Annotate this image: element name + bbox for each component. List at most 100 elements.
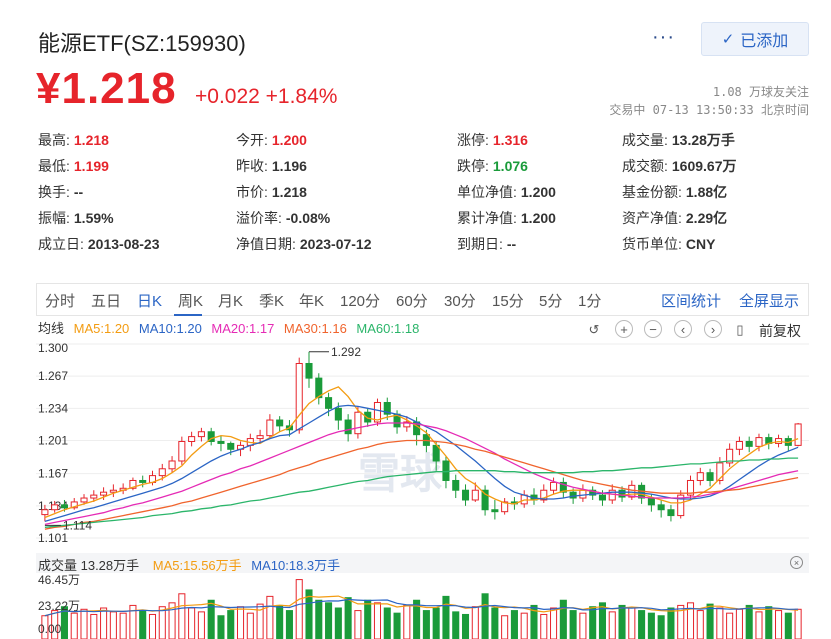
more-options-button[interactable]: ··· (652, 26, 675, 48)
volume-ma-line (44, 598, 799, 617)
stat-value: 2.29亿 (685, 210, 728, 226)
stat-item: 成交额: 1609.67万 (622, 156, 737, 176)
volume-bar (364, 599, 372, 639)
stat-item: 最高: 1.218 (38, 130, 109, 150)
candle-body (481, 489, 489, 511)
volume-bar (686, 602, 695, 639)
volume-y-label: 46.45万 (38, 573, 80, 587)
volume-header: 成交量 13.28万手 MA5:15.56万手 MA10:18.3万手 × (36, 553, 809, 573)
fullscreen-link[interactable]: 全屏显示 (739, 293, 800, 310)
volume-bar (119, 612, 127, 639)
volume-bar (432, 607, 440, 639)
candle-body (188, 436, 196, 442)
volume-bar (51, 610, 59, 639)
volume-bar (677, 604, 685, 639)
tab-1[interactable]: 分时 (45, 293, 76, 310)
candle-body (628, 484, 636, 498)
stat-value: 1.200 (520, 210, 556, 226)
volume-ma5: MA5:15.56万手 (152, 558, 242, 573)
candle-body (501, 501, 509, 513)
y-tick-label: 1.234 (38, 401, 68, 415)
volume-bar (413, 599, 421, 639)
pan-right-icon[interactable]: › (704, 320, 722, 338)
zoom-out-icon[interactable]: − (644, 320, 662, 338)
stat-value: 1.59% (73, 210, 114, 226)
stat-label: 成立日: (38, 236, 84, 252)
candle-style-icon[interactable]: ▯ (736, 321, 744, 337)
close-icon[interactable]: × (790, 556, 803, 569)
stat-label: 到期日: (457, 236, 503, 252)
tab-5[interactable]: 月K (218, 293, 244, 310)
max-price-label: 1.292 (331, 345, 361, 359)
volume-bar (442, 595, 450, 639)
stat-item: 今开: 1.200 (236, 130, 307, 150)
range-stats-link[interactable]: 区间统计 (661, 293, 722, 310)
volume-label: 成交量 13.28万手 (38, 558, 140, 573)
tab-6[interactable]: 季K (259, 293, 285, 310)
candlestick-chart[interactable]: 1.3001.2671.2341.2011.1671.1341.1011.292… (36, 340, 809, 552)
volume-bar (501, 615, 509, 639)
candle-body (726, 448, 734, 464)
tab-4[interactable]: 周K (178, 293, 204, 310)
volume-bar (188, 607, 196, 639)
stat-label: 单位净值: (457, 184, 517, 200)
candle-body (442, 460, 450, 481)
candle-body (383, 401, 391, 415)
tab-10[interactable]: 30分 (444, 293, 476, 310)
ma10-legend: MA10:1.20 (138, 321, 202, 336)
volume-bar (520, 612, 528, 639)
volume-bar (207, 599, 215, 639)
stat-label: 换手: (38, 184, 70, 200)
stat-item: 单位净值: 1.200 (457, 182, 556, 202)
candle-body (432, 444, 440, 462)
tab-13[interactable]: 1分 (578, 293, 602, 310)
tab-3[interactable]: 日K (137, 293, 163, 310)
candle-body (41, 509, 49, 516)
follow-button[interactable]: ✓ 已添加 (701, 22, 809, 56)
candle-body (51, 504, 59, 511)
volume-bar (755, 611, 763, 639)
stat-value: 1.316 (492, 132, 528, 148)
volume-bar (628, 607, 636, 639)
candle-body (256, 435, 264, 440)
volume-bar (481, 593, 489, 639)
ma10-line (44, 404, 799, 523)
tab-2[interactable]: 五日 (91, 293, 122, 310)
ma20-legend: MA20:1.17 (211, 321, 275, 336)
volume-bar (696, 610, 704, 639)
stat-label: 最高: (38, 132, 70, 148)
stat-label: 货币单位: (622, 236, 682, 252)
volume-bar (452, 611, 460, 639)
candle-body (315, 377, 323, 399)
tab-9[interactable]: 60分 (396, 293, 428, 310)
ma5-legend: MA5:1.20 (73, 321, 130, 336)
volume-bar (765, 606, 773, 639)
candle-body (178, 440, 186, 462)
tab-11[interactable]: 15分 (492, 293, 524, 310)
volume-bar (100, 607, 108, 639)
stat-item: 换手: -- (38, 182, 83, 202)
candle-body (657, 504, 665, 511)
candle-body (129, 479, 137, 489)
volume-bar (735, 608, 743, 639)
volume-bar (168, 602, 176, 639)
ma60-line (44, 457, 799, 528)
volume-chart: 46.45万 23.22万 0.00 (38, 573, 802, 639)
tab-7[interactable]: 年K (299, 293, 325, 310)
volume-bar (461, 613, 470, 639)
ma-legend-title: 均线 (38, 321, 65, 336)
tab-12[interactable]: 5分 (539, 293, 563, 310)
pan-left-icon[interactable]: ‹ (674, 320, 692, 338)
zoom-in-icon[interactable]: + (615, 320, 633, 338)
reset-icon[interactable]: ↺ (588, 321, 600, 337)
volume-bar (217, 615, 225, 639)
adjust-mode-select[interactable]: 前复权 (759, 323, 801, 339)
candle-body (227, 442, 235, 450)
candle-body (305, 362, 313, 379)
candle-body (217, 440, 225, 444)
volume-bar (471, 606, 479, 639)
tab-8[interactable]: 120分 (340, 293, 381, 310)
volume-y-label: 0.00 (38, 622, 62, 636)
stat-value: 1.218 (271, 184, 307, 200)
candle-body (70, 501, 78, 509)
